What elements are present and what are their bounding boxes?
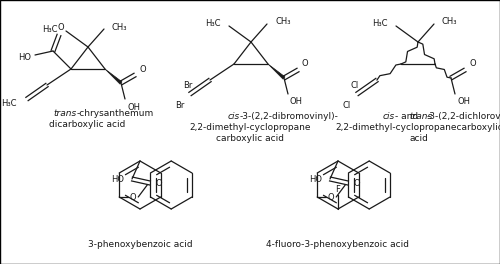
Text: -chrysanthemum: -chrysanthemum (77, 109, 154, 118)
Text: dicarboxylic acid: dicarboxylic acid (49, 120, 125, 129)
Text: -3-(2,2-dichlorovinyl)-: -3-(2,2-dichlorovinyl)- (427, 112, 500, 121)
Text: O: O (58, 22, 64, 31)
Text: OH: OH (127, 102, 140, 111)
Text: F: F (336, 186, 340, 195)
Text: trans: trans (409, 112, 432, 121)
Text: carboxylic acid: carboxylic acid (216, 134, 284, 143)
Text: HO: HO (111, 175, 124, 183)
Text: - and: - and (395, 112, 421, 121)
Text: O: O (156, 178, 162, 187)
Text: cis: cis (383, 112, 395, 121)
Text: acid: acid (410, 134, 428, 143)
Text: H₃C: H₃C (372, 20, 388, 29)
Text: CH₃: CH₃ (112, 22, 128, 31)
Text: trans: trans (54, 109, 77, 118)
Text: OH: OH (290, 97, 303, 106)
Text: O: O (328, 192, 334, 201)
Text: O: O (354, 178, 360, 187)
Text: HO: HO (18, 53, 31, 62)
Text: HO: HO (309, 175, 322, 183)
Text: CH₃: CH₃ (275, 17, 290, 26)
Text: Br: Br (182, 82, 192, 91)
Text: Cl: Cl (351, 82, 359, 91)
Text: O: O (130, 192, 136, 201)
Text: Br: Br (174, 101, 184, 111)
Text: H₃C: H₃C (2, 98, 17, 107)
Text: 4-fluoro-3-phenoxybenzoic acid: 4-fluoro-3-phenoxybenzoic acid (266, 240, 410, 249)
Polygon shape (268, 64, 285, 79)
Text: 2,2-dimethyl-cyclopropanecarboxylic: 2,2-dimethyl-cyclopropanecarboxylic (335, 123, 500, 132)
Text: Cl: Cl (343, 101, 351, 111)
Text: OH: OH (457, 97, 470, 106)
Text: O: O (302, 59, 308, 68)
Text: cis: cis (228, 112, 240, 121)
Text: CH₃: CH₃ (442, 17, 458, 26)
Text: O: O (139, 64, 145, 73)
Text: 3-phenoxybenzoic acid: 3-phenoxybenzoic acid (88, 240, 192, 249)
Text: O: O (469, 59, 476, 68)
Polygon shape (105, 69, 122, 84)
Text: H₃C: H₃C (42, 25, 58, 34)
Text: -3-(2,2-dibromovinyl)-: -3-(2,2-dibromovinyl)- (240, 112, 339, 121)
Text: 2,2-dimethyl-cyclopropane: 2,2-dimethyl-cyclopropane (189, 123, 311, 132)
Text: H₃C: H₃C (206, 20, 221, 29)
